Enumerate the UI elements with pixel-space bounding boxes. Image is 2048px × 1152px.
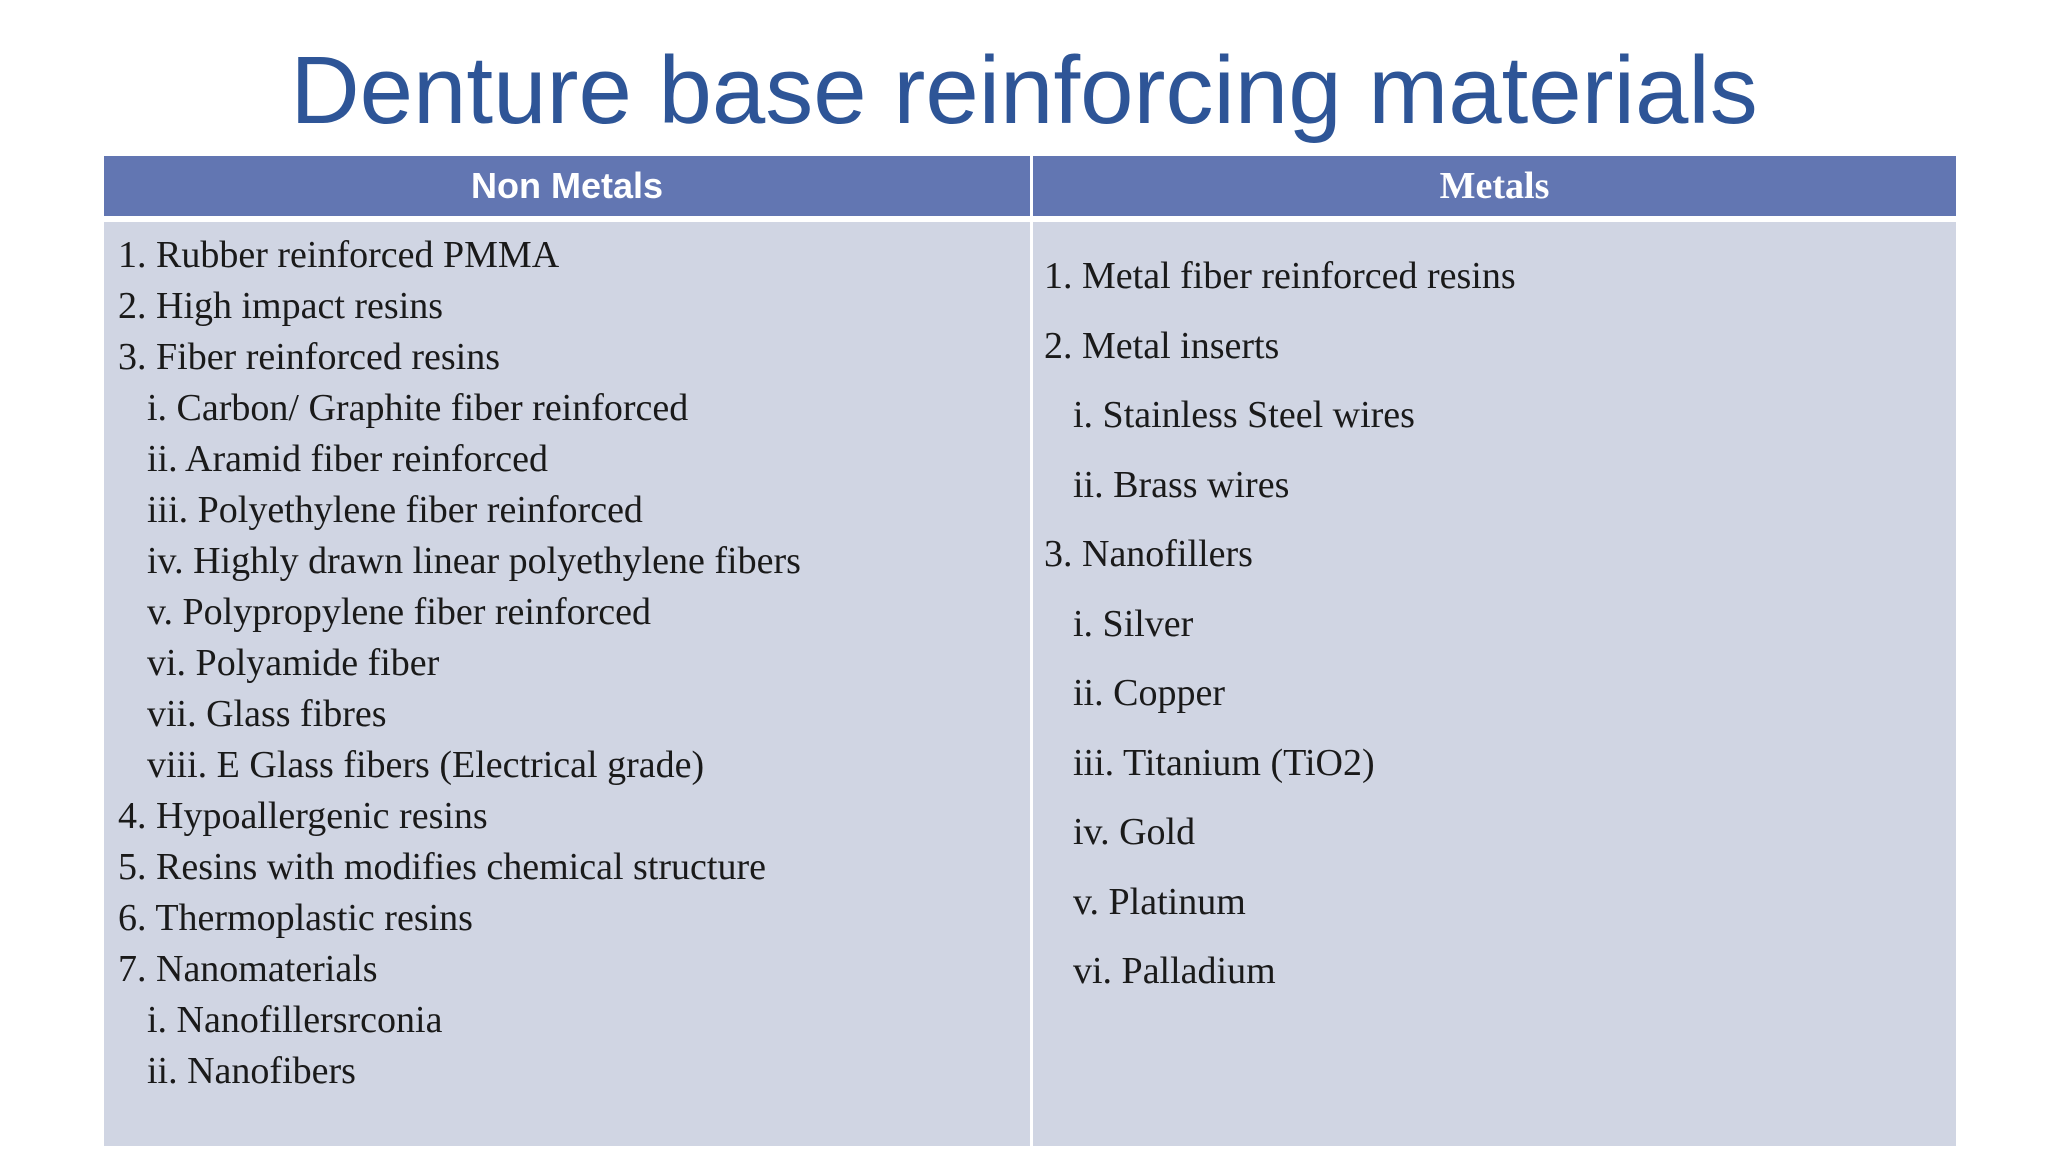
non-metals-item: vii. Glass fibres	[147, 693, 387, 735]
non-metals-item: i. Carbon/ Graphite fiber reinforced	[147, 387, 689, 429]
header-metals: Metals	[1439, 165, 1550, 207]
non-metals-item: iii. Polyethylene fiber reinforced	[147, 489, 643, 531]
metals-item: ii. Copper	[1073, 672, 1225, 714]
non-metals-item: i. Nanofillersrconia	[147, 999, 443, 1041]
non-metals-item: 2. High impact resins	[118, 285, 444, 327]
header-non-metals: Non Metals	[470, 165, 664, 206]
metals-item: vi. Palladium	[1073, 950, 1276, 992]
non-metals-item: iv. Highly drawn linear polyethylene fib…	[147, 540, 801, 582]
non-metals-item: viii. E Glass fibers (Electrical grade)	[147, 744, 705, 786]
metals-item: 3. Nanofillers	[1044, 533, 1253, 575]
column-divider	[1030, 156, 1033, 1146]
non-metals-item: 1. Rubber reinforced PMMA	[118, 234, 560, 276]
metals-list: 1. Metal fiber reinforced resins 2. Metal…	[1044, 242, 1944, 1007]
metals-item: iv. Gold	[1073, 811, 1196, 853]
non-metals-item: 3. Fiber reinforced resins	[118, 336, 500, 378]
non-metals-item: vi. Polyamide fiber	[147, 642, 440, 684]
metals-item: 2. Metal inserts	[1044, 324, 1280, 367]
materials-table: Non Metals Metals 1. Rubber reinforced P…	[104, 156, 1956, 1146]
metals-item: i. Silver	[1073, 602, 1194, 645]
non-metals-item: 7. Nanomaterials	[118, 948, 378, 990]
non-metals-item: 4. Hypoallergenic resins	[118, 795, 488, 837]
metals-item: iii. Titanium (TiO2)	[1073, 741, 1375, 784]
non-metals-item: 6. Thermoplastic resins	[118, 897, 473, 939]
non-metals-item: v. Polypropylene fiber reinforced	[147, 591, 652, 633]
metals-item: i. Stainless Steel wires	[1073, 394, 1415, 436]
slide-title: Denture base reinforcing materials	[290, 37, 1758, 144]
non-metals-list: 1. Rubber reinforced PMMA 2. High impact …	[118, 230, 1018, 1097]
metals-item: 1. Metal fiber reinforced resins	[1044, 255, 1516, 297]
metals-item: ii. Brass wires	[1073, 463, 1290, 506]
non-metals-item: 5. Resins with modifies chemical structu…	[118, 846, 766, 888]
non-metals-item: ii. Aramid fiber reinforced	[147, 438, 548, 480]
metals-item: v. Platinum	[1073, 880, 1246, 923]
non-metals-item: ii. Nanofibers	[147, 1050, 356, 1092]
